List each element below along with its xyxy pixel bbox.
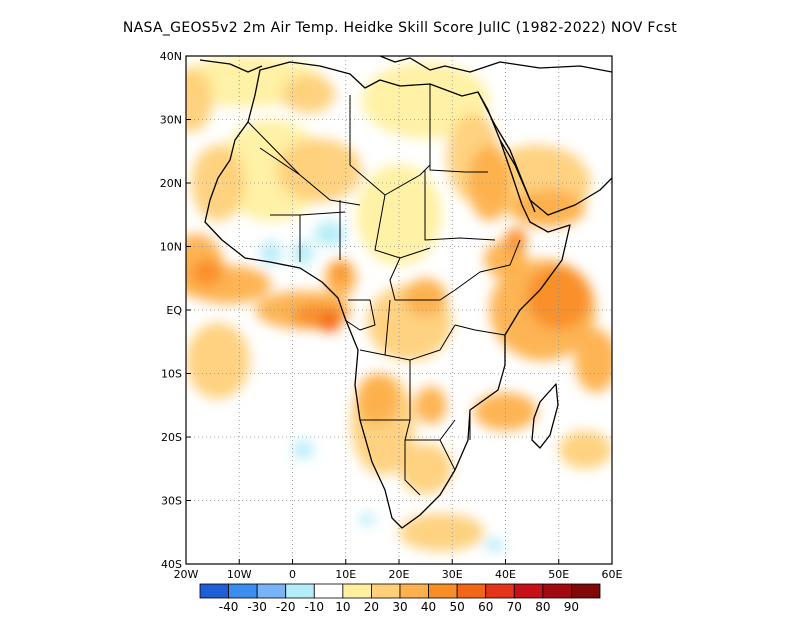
lon-tick-label: 10W <box>227 568 252 581</box>
skill-region <box>191 259 224 285</box>
lat-tick-label: 40S <box>161 558 182 571</box>
skill-region <box>361 62 490 139</box>
lat-tick-label: 10S <box>161 368 182 381</box>
colorbar-label: 60 <box>478 600 493 614</box>
lat-tick-label: EQ <box>166 304 182 317</box>
colorbar-label: -20 <box>276 600 296 614</box>
colorbar-label: 20 <box>364 600 379 614</box>
skill-region <box>292 240 314 266</box>
skill-region <box>313 221 346 247</box>
lat-tick-label: 20N <box>160 177 182 190</box>
colorbar-swatch <box>199 583 229 599</box>
lon-tick-label: 0 <box>289 568 296 581</box>
colorbar-label: 90 <box>564 600 579 614</box>
red-sea-coast <box>477 91 536 213</box>
gridlines <box>186 56 612 564</box>
skill-region <box>510 189 586 228</box>
madagascar <box>531 383 559 449</box>
axis-ticks: 20W 10W 0 10E 20E 30E 40E 50E 60E 40N 30N 20N 10N EQ 1… <box>160 50 623 581</box>
country-borders <box>247 84 521 496</box>
lon-tick-label: 40E <box>495 568 516 581</box>
lon-tick-label: 20W <box>174 568 199 581</box>
arabia-coast <box>499 139 612 216</box>
colorbar-swatch <box>485 583 515 599</box>
lon-tick-label: 50E <box>548 568 569 581</box>
colorbar-label: 30 <box>392 600 407 614</box>
lat-tick-label: 30N <box>160 114 182 127</box>
skill-region <box>281 75 336 114</box>
lon-tick-label: 20E <box>389 568 410 581</box>
lat-tick-label: 30S <box>161 495 182 508</box>
lat-tick-label: 40N <box>160 50 182 63</box>
colorbar-swatch <box>399 583 429 599</box>
iberia-coast <box>199 59 263 73</box>
colorbar-label: 50 <box>450 600 465 614</box>
colorbar-label: 40 <box>421 600 436 614</box>
skill-region <box>359 513 376 526</box>
colorbar-swatch <box>342 583 372 599</box>
chart-title: NASA_GEOS5v2 2m Air Temp. Heidke Skill S… <box>122 20 678 36</box>
lon-tick-label: 60E <box>602 568 623 581</box>
lon-tick-label: 10E <box>335 568 356 581</box>
skill-region <box>186 68 213 133</box>
lat-tick-label: 10N <box>160 241 182 254</box>
colorbar-label: 10 <box>335 600 350 614</box>
skill-region <box>260 240 282 266</box>
skill-region <box>574 329 612 393</box>
skill-region <box>356 163 442 266</box>
lat-tick-label: 20S <box>161 431 182 444</box>
skill-region <box>399 443 453 495</box>
africa-coastline <box>204 61 571 529</box>
skill-region <box>276 138 362 203</box>
colorbar-label: -40 <box>219 600 239 614</box>
skill-region <box>484 538 506 552</box>
colorbar-swatch <box>428 583 458 599</box>
colorbar-swatch <box>285 583 315 599</box>
skill-region <box>414 386 447 425</box>
colorbar-label: 80 <box>535 600 550 614</box>
skill-region <box>191 144 245 222</box>
colorbar-swatch <box>542 583 572 599</box>
colorbar-label: -10 <box>304 600 324 614</box>
lon-tick-label: 30E <box>442 568 463 581</box>
colorbar-label: -30 <box>247 600 267 614</box>
skill-region <box>319 313 341 333</box>
skill-region <box>473 392 538 431</box>
skill-region <box>526 265 591 330</box>
skill-region <box>332 262 349 282</box>
skill-region <box>404 278 447 317</box>
skill-region <box>356 373 400 425</box>
skill-region <box>186 322 250 399</box>
colorbar: -40 -30 -20 -10 10 20 30 40 50 60 70 80 90 <box>199 583 601 614</box>
colorbar-swatch <box>313 583 344 599</box>
coastlines-and-borders <box>199 56 612 529</box>
skill-region <box>558 430 612 469</box>
colorbar-swatch <box>456 583 487 599</box>
europe-coast <box>379 56 612 73</box>
colorbar-swatch <box>513 583 544 599</box>
skill-region <box>292 440 314 460</box>
colorbar-swatch <box>228 583 258 599</box>
skill-region <box>468 144 511 222</box>
colorbar-swatch <box>371 583 401 599</box>
skill-region <box>399 513 485 552</box>
colorbar-label: 70 <box>507 600 522 614</box>
colorbar-swatch <box>571 583 601 599</box>
colorbar-swatch <box>256 583 287 599</box>
